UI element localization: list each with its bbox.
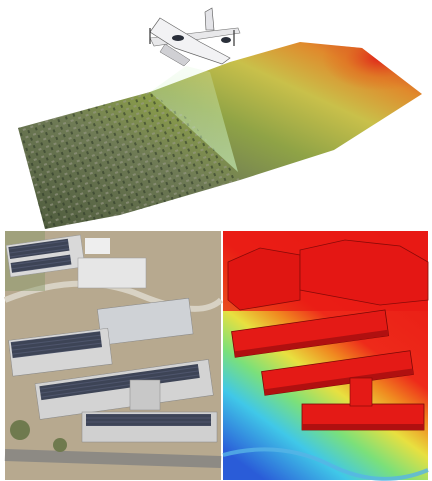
- elevation-model: [222, 231, 429, 481]
- terrain-texture: [18, 92, 240, 229]
- scan-cone: [150, 66, 238, 172]
- building: [227, 247, 301, 311]
- building: [299, 239, 429, 306]
- airplane: [149, 7, 241, 67]
- terrain-peak: [230, 42, 422, 150]
- aerial-photo: [3, 231, 224, 480]
- building: [349, 377, 373, 407]
- terrain-scene: [18, 7, 422, 229]
